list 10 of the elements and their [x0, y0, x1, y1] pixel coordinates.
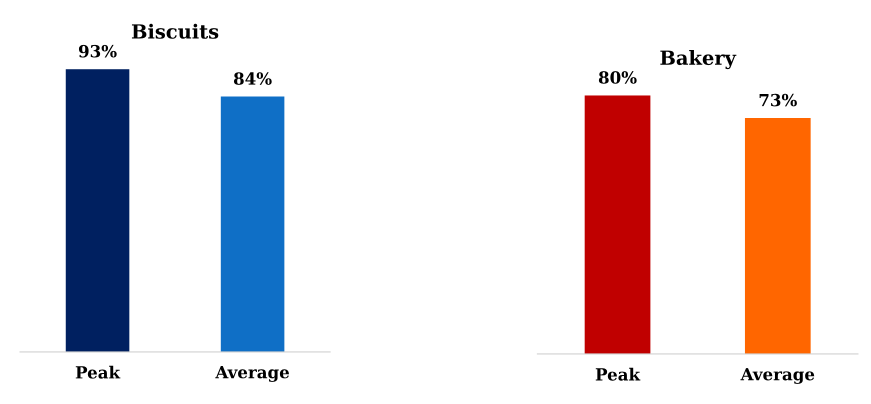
data-label: 80% [598, 71, 637, 84]
data-label: 84% [234, 72, 272, 85]
data-label: 93% [78, 44, 117, 58]
data-label: 73% [760, 94, 797, 106]
x-tick-label: Average [740, 368, 814, 384]
x-tick-label: Average [215, 366, 290, 382]
x-tick-label: Peak [596, 368, 640, 381]
chart-title: Biscuits [132, 24, 218, 39]
x-tick-label: Peak [76, 366, 120, 379]
chart-title: Bakery [660, 50, 736, 70]
